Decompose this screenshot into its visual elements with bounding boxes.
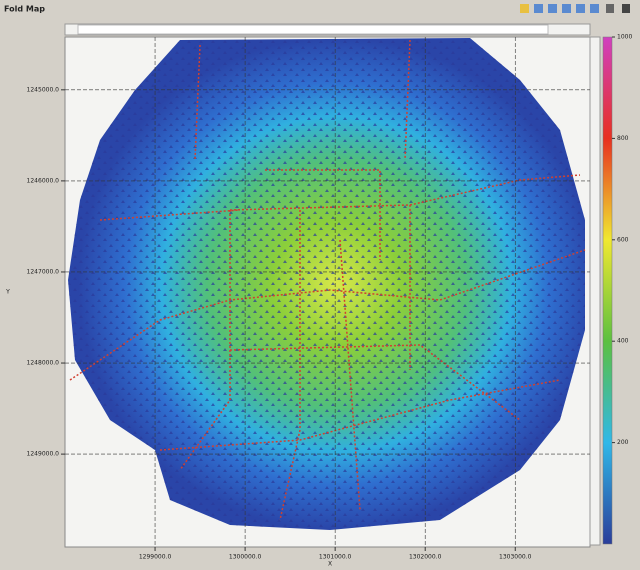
y-tick-label: 1246000.0 bbox=[27, 177, 60, 184]
x-axis-label: X bbox=[328, 561, 332, 568]
tool-button[interactable] bbox=[576, 4, 585, 13]
window-title: Fold Map bbox=[4, 5, 45, 14]
tool-button[interactable] bbox=[520, 4, 529, 13]
colorbar-tick-label: 1000 bbox=[617, 34, 632, 41]
x-tick-label: 1302000.0 bbox=[409, 554, 442, 561]
tool-button[interactable] bbox=[534, 4, 543, 13]
x-tick-label: 1299000.0 bbox=[139, 554, 172, 561]
toolbar bbox=[520, 4, 630, 13]
source-lines bbox=[69, 39, 586, 521]
y-tick-label: 1247000.0 bbox=[27, 268, 60, 275]
colorbar-tick-label: 400 bbox=[617, 338, 629, 345]
grid bbox=[65, 37, 590, 547]
colorbar-tick-label: 600 bbox=[617, 236, 629, 243]
tool-button[interactable] bbox=[606, 4, 614, 13]
colorbar bbox=[602, 36, 613, 545]
v-scrollbar[interactable] bbox=[589, 36, 601, 546]
y-axis-label: Y bbox=[5, 289, 10, 296]
colorbar-tick-label: 200 bbox=[617, 439, 629, 446]
x-tick-label: 1303000.0 bbox=[499, 554, 532, 561]
y-tick-label: 1248000.0 bbox=[27, 360, 60, 367]
tool-button[interactable] bbox=[548, 4, 557, 13]
receiver-points bbox=[68, 38, 585, 530]
tool-button[interactable] bbox=[590, 4, 599, 13]
colorbar-tick-label: 800 bbox=[617, 135, 629, 142]
x-tick-label: 1300000.0 bbox=[229, 554, 262, 561]
tool-button[interactable] bbox=[562, 4, 571, 13]
x-tick-label: 1301000.0 bbox=[319, 554, 352, 561]
y-tick-label: 1245000.0 bbox=[27, 86, 60, 93]
h-scroll-thumb[interactable] bbox=[77, 24, 549, 35]
tool-button[interactable] bbox=[622, 4, 630, 13]
y-tick-label: 1249000.0 bbox=[27, 451, 60, 458]
